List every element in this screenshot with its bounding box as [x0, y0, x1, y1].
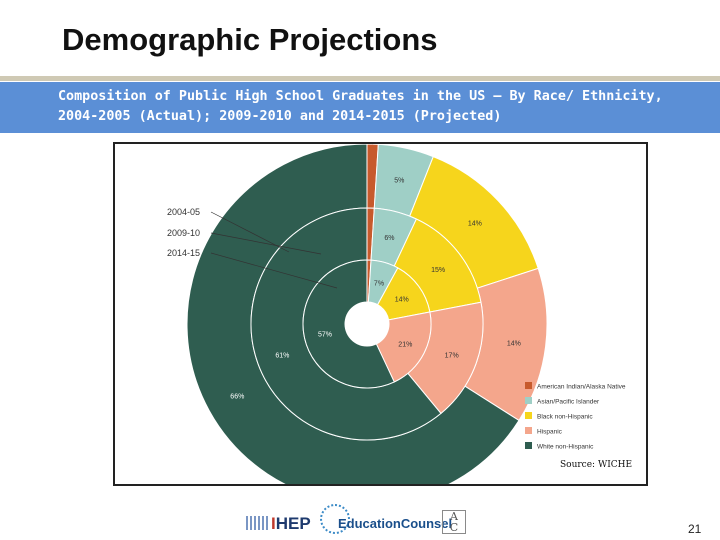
data-label-2: 14%: [468, 221, 482, 228]
page-number: 21: [688, 522, 702, 536]
data-label-6: 15%: [431, 267, 445, 274]
legend-label-0: American Indian/Alaska Native: [537, 384, 626, 391]
slice-2014-15-3: [375, 311, 432, 383]
source-note: Source: WICHE: [560, 460, 633, 470]
legend-swatch-4: [525, 442, 532, 449]
educationcounsel-seal-icon: [320, 504, 350, 534]
legend-label-3: Hispanic: [537, 429, 563, 436]
data-label-3: 14%: [507, 341, 521, 348]
legend-swatch-1: [525, 397, 532, 404]
title-divider: [0, 76, 720, 81]
data-label-11: 21%: [398, 342, 412, 349]
ring-key-line-1: [210, 232, 322, 255]
footer: IHEP EducationCounsel AC ​ 21: [0, 500, 720, 540]
ihep-bars-icon: [246, 516, 268, 530]
nested-donut-chart: 1%5%14%14%66%6%15%17%61%7%14%21%57% 2004…: [167, 144, 626, 484]
legend-swatch-2: [525, 412, 532, 419]
data-label-5: 6%: [384, 235, 394, 242]
data-label-4: 66%: [230, 393, 244, 400]
educationcounsel-logo: EducationCounsel: [338, 516, 453, 531]
legend-label-2: Black non-Hispanic: [537, 414, 593, 421]
ring-key-label-1: 2009-10: [167, 228, 200, 238]
slice-2014-15-4: [302, 259, 395, 389]
ring-key-label-0: 2004-05: [167, 207, 200, 217]
legend-label-4: White non-Hispanic: [537, 444, 594, 451]
rings-layer: [186, 144, 548, 484]
data-label-12: 57%: [318, 331, 332, 338]
ring-key-label-2: 2014-15: [167, 248, 200, 258]
legend-swatch-3: [525, 427, 532, 434]
subtitle-line-2: 2004-2005 (Actual); 2009-2010 and 2014-2…: [58, 109, 502, 124]
subtitle-line-1: Composition of Public High School Gradua…: [58, 89, 663, 104]
data-label-10: 14%: [395, 297, 409, 304]
data-label-9: 7%: [374, 281, 384, 288]
slide-title: Demographic Projections: [62, 22, 438, 57]
aacu-logo-text: ​: [471, 512, 499, 517]
data-label-8: 61%: [275, 352, 289, 359]
data-label-1: 5%: [394, 178, 404, 185]
subtitle-band: Composition of Public High School Gradua…: [0, 82, 720, 133]
data-labels-layer: 1%5%14%14%66%6%15%17%61%7%14%21%57%: [230, 144, 521, 400]
legend-label-1: Asian/Pacific Islander: [537, 399, 600, 406]
legend: American Indian/Alaska Native Asian/Pacif…: [525, 382, 626, 451]
ihep-logo: IHEP: [246, 514, 311, 534]
legend-swatch-0: [525, 382, 532, 389]
ring-key-line-2: [210, 252, 338, 289]
ring-key-layer: 2004-05 2009-10 2014-15: [167, 207, 338, 289]
chart-frame: 1%5%14%14%66%6%15%17%61%7%14%21%57% 2004…: [113, 142, 648, 486]
data-label-7: 17%: [445, 352, 459, 359]
